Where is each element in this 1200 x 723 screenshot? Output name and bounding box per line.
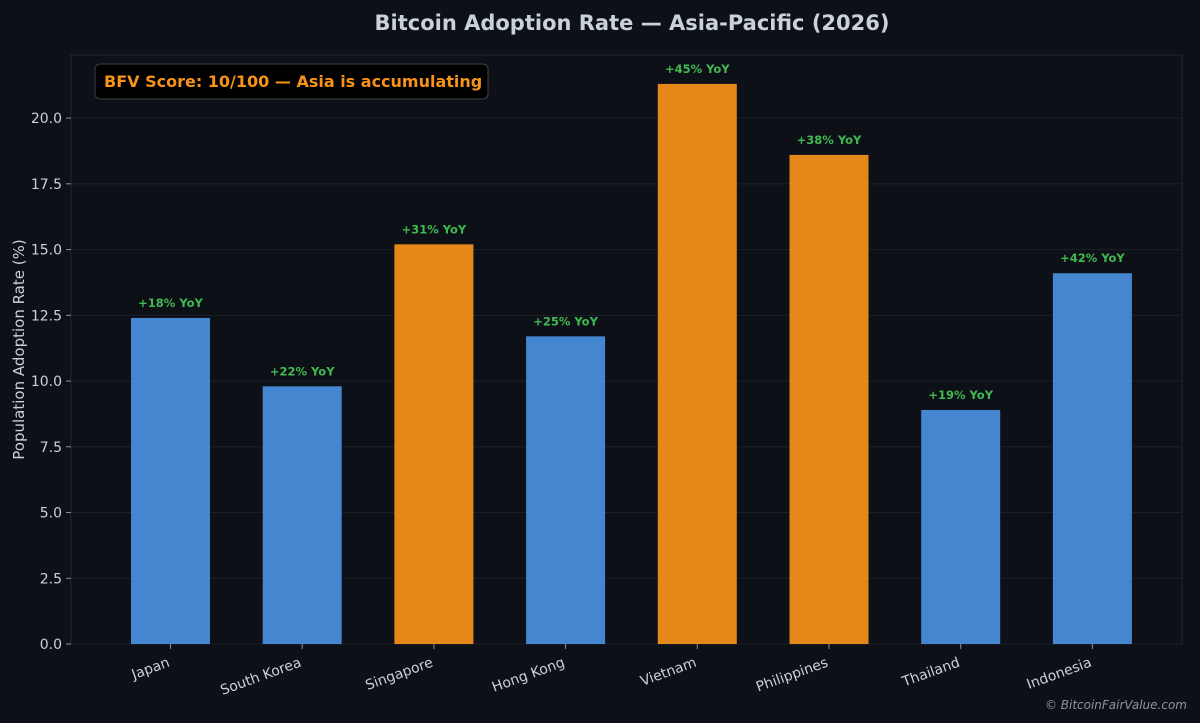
- bar-value-label: +18% YoY: [138, 296, 203, 310]
- bar-value-label: +25% YoY: [533, 314, 598, 328]
- y-tick-label: 15.0: [31, 243, 62, 259]
- chart-title: Bitcoin Adoption Rate — Asia-Pacific (20…: [375, 11, 890, 35]
- bar-value-label: +42% YoY: [1060, 251, 1125, 265]
- x-tick-label: Hong Kong: [490, 655, 567, 696]
- x-tick-label: Singapore: [363, 655, 435, 694]
- annotation-background: [94, 63, 489, 100]
- watermark: © BitcoinFairValue.com: [1045, 698, 1187, 712]
- bar-value-label: +31% YoY: [402, 222, 467, 236]
- bfv-score-annotation: BFV Score: 10/100 — Asia is accumulating: [94, 63, 489, 100]
- bar-japan: [131, 317, 210, 644]
- y-tick-label: 2.5: [40, 571, 62, 587]
- bar-value-label: +45% YoY: [665, 62, 730, 76]
- bar-south-korea: [262, 386, 342, 644]
- x-tick-label: Indonesia: [1025, 655, 1094, 693]
- x-tick-label: Thailand: [899, 655, 962, 691]
- x-axis-ticks: Japan South Korea Singapore Hong Kong Vietna…: [129, 644, 1094, 699]
- bars: [131, 83, 1132, 645]
- y-tick-label: 20.0: [31, 111, 62, 127]
- plot-frame: [70, 54, 1183, 645]
- y-tick-label: 5.0: [40, 506, 62, 522]
- bar-labels: +18% YoY +22% YoY +31% YoY +25% YoY +45% YoY…: [138, 62, 1125, 402]
- annotation-text: BFV Score: 10/100 — Asia is accumulating: [104, 72, 482, 91]
- bar-value-label: +38% YoY: [797, 133, 862, 147]
- y-tick-label: 17.5: [31, 177, 62, 193]
- y-axis-label: Population Adoption Rate (%): [10, 239, 28, 459]
- bar-indonesia: [1052, 273, 1132, 644]
- y-tick-label: 7.5: [40, 440, 62, 456]
- bar-philippines: [789, 154, 869, 644]
- y-tick-label: 0.0: [40, 637, 62, 653]
- y-tick-label: 12.5: [31, 308, 62, 324]
- bar-value-label: +22% YoY: [270, 364, 335, 378]
- bar-vietnam: [657, 83, 737, 644]
- x-tick-label: Vietnam: [638, 655, 698, 690]
- x-tick-label: Japan: [129, 655, 172, 684]
- bar-hong-kong: [526, 336, 606, 644]
- bar-singapore: [394, 244, 474, 645]
- y-axis-ticks: 0.0 2.5 5.0 7.5 10.0 12.5 15.0 17.5 20.0: [31, 111, 71, 653]
- x-tick-label: Philippines: [754, 655, 830, 696]
- bar-value-label: +19% YoY: [928, 388, 993, 402]
- grid-lines: [71, 117, 1182, 645]
- y-tick-label: 10.0: [31, 374, 62, 390]
- bar-thailand: [921, 409, 1001, 644]
- x-tick-label: South Korea: [218, 655, 303, 699]
